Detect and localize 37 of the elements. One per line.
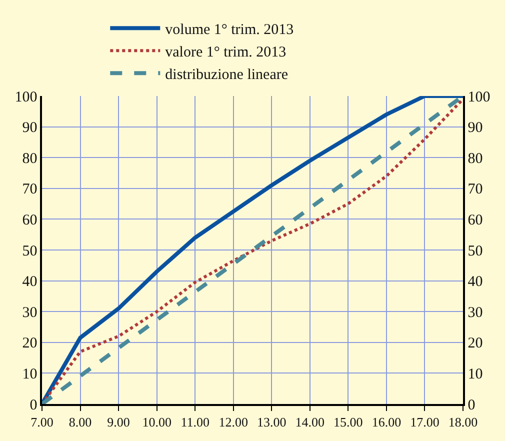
y2-tick-label: 80 xyxy=(468,150,483,167)
y-tick-label: 10 xyxy=(22,366,38,382)
legend-label: valore 1° trim. 2013 xyxy=(165,44,286,60)
x-tick-label: 14.00 xyxy=(295,414,325,430)
x-tick-label: 16.00 xyxy=(372,414,402,430)
y2-tick-label: 100 xyxy=(468,89,490,106)
y2-tick-label: 70 xyxy=(468,182,483,198)
legend-label: distribuzione lineare xyxy=(165,66,288,83)
y2-tick-label: 10 xyxy=(468,366,483,382)
x-tick-label: 18.00 xyxy=(448,414,478,430)
x-tick-label: 13.00 xyxy=(257,414,286,430)
y2-tick-label: 20 xyxy=(468,336,483,352)
x-tick-label: 17.00 xyxy=(410,414,440,430)
y-tick-label: 100 xyxy=(14,89,38,106)
y-tick-label: 80 xyxy=(22,150,38,167)
y2-tick-label: 60 xyxy=(468,212,483,228)
y-tick-label: 0 xyxy=(30,397,38,414)
x-tick-label: 11.00 xyxy=(180,414,210,430)
y-tick-label: 20 xyxy=(22,336,38,352)
x-tick-label: 15.00 xyxy=(334,414,363,430)
y-tick-label: 90 xyxy=(22,120,38,136)
x-tick-label: 9.00 xyxy=(107,414,130,430)
legend-label: volume 1° trim. 2013 xyxy=(165,22,294,38)
y2-tick-label: 50 xyxy=(468,243,483,260)
y-tick-label: 30 xyxy=(22,304,38,321)
x-tick-label: 10.00 xyxy=(142,414,172,430)
x-tick-label: 7.00 xyxy=(30,414,54,430)
y-tick-label: 50 xyxy=(22,243,38,260)
y-tick-label: 40 xyxy=(22,274,38,290)
x-tick-label: 8.00 xyxy=(68,414,92,430)
y-tick-label: 60 xyxy=(22,212,38,228)
y2-tick-label: 40 xyxy=(468,274,483,290)
y2-tick-label: 0 xyxy=(468,397,476,414)
y2-tick-label: 90 xyxy=(468,120,483,136)
y2-tick-label: 30 xyxy=(468,304,483,321)
y-tick-label: 70 xyxy=(22,182,38,198)
x-tick-label: 12.00 xyxy=(218,414,248,430)
